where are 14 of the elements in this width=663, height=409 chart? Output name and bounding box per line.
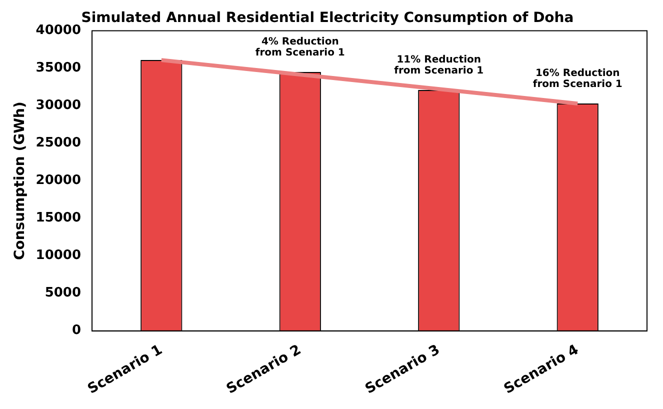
y-tick-label: 40000 xyxy=(36,23,82,38)
y-tick-label: 35000 xyxy=(36,60,82,76)
y-tick-label: 20000 xyxy=(36,173,82,188)
annotation: 16% Reduction from Scenario 1 xyxy=(532,68,622,90)
y-tick-label: 15000 xyxy=(36,210,82,226)
y-tick-label: 10000 xyxy=(36,248,82,264)
annotation: 4% Reduction from Scenario 1 xyxy=(255,36,345,59)
y-axis-title: Consumption (GWh) xyxy=(12,102,28,260)
chart-title: Simulated Annual Residential Electricity Consumption of Doha xyxy=(81,10,574,26)
y-tick-label: 0 xyxy=(72,323,82,338)
y-tick-label: 5000 xyxy=(44,286,82,301)
y-tick-label: 30000 xyxy=(36,98,82,114)
y-tick-label: 25000 xyxy=(36,136,82,151)
annotation: 11% Reduction from Scenario 1 xyxy=(394,54,484,77)
